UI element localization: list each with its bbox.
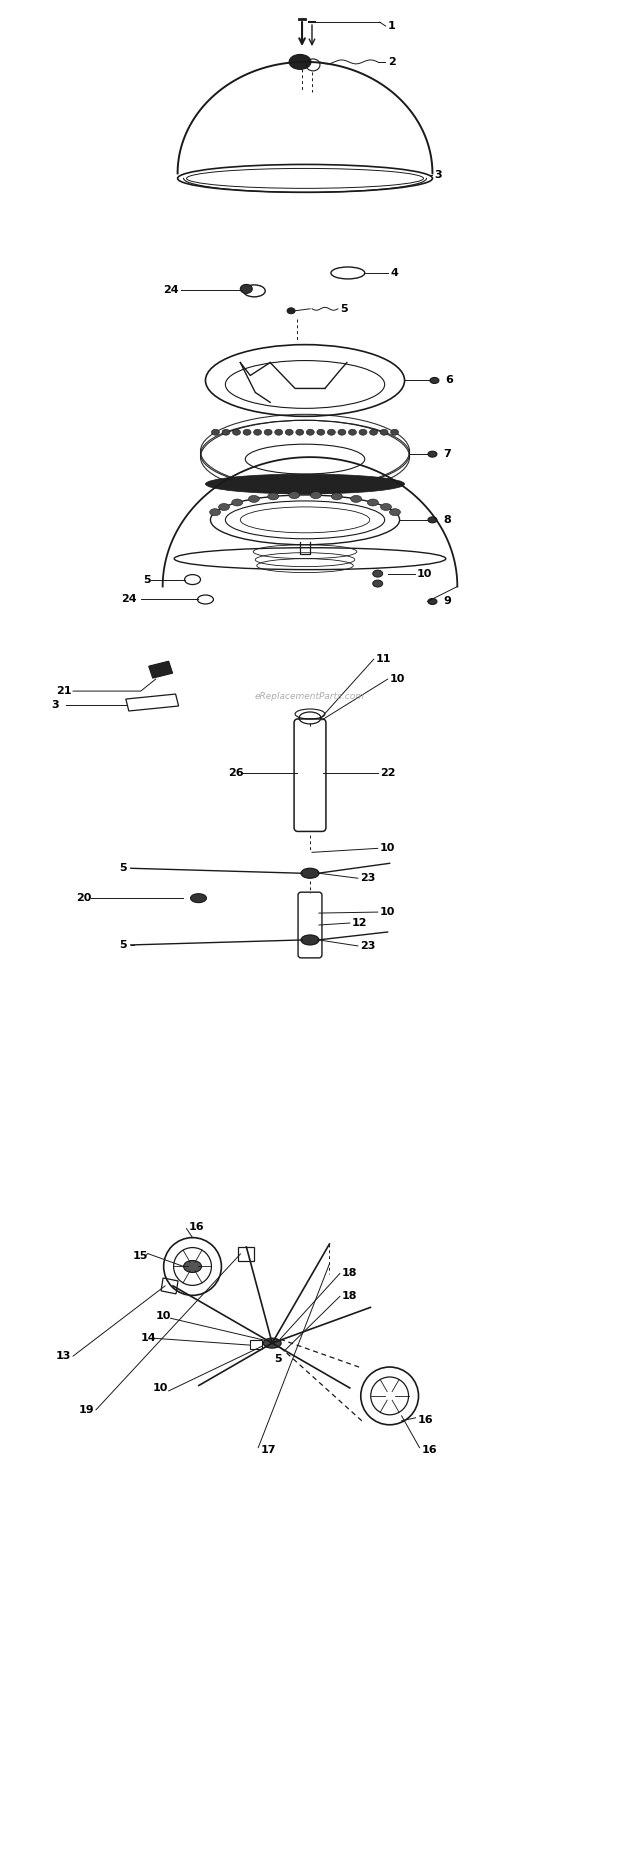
Ellipse shape (289, 491, 299, 498)
Ellipse shape (232, 430, 241, 435)
Ellipse shape (359, 430, 367, 435)
Ellipse shape (351, 495, 361, 502)
Text: 16: 16 (422, 1445, 437, 1455)
Text: 14: 14 (141, 1334, 156, 1343)
Ellipse shape (254, 430, 262, 435)
Text: 4: 4 (391, 268, 399, 277)
Text: 9: 9 (443, 597, 451, 606)
Text: 10: 10 (153, 1384, 168, 1393)
Text: 13: 13 (56, 1350, 71, 1362)
Text: 15: 15 (133, 1250, 148, 1261)
Ellipse shape (301, 936, 319, 945)
Ellipse shape (275, 430, 283, 435)
Text: 6: 6 (445, 376, 453, 385)
Ellipse shape (301, 869, 319, 878)
Text: 19: 19 (79, 1404, 95, 1415)
Text: 5: 5 (340, 303, 347, 314)
Text: 5: 5 (119, 863, 126, 874)
Text: 11: 11 (376, 655, 391, 664)
Ellipse shape (268, 493, 279, 500)
Text: 20: 20 (76, 893, 91, 904)
Ellipse shape (289, 54, 311, 69)
Text: 7: 7 (443, 448, 451, 459)
Text: 5: 5 (274, 1354, 281, 1363)
Text: 3: 3 (51, 699, 59, 711)
Ellipse shape (243, 430, 251, 435)
Ellipse shape (264, 430, 272, 435)
Text: 10: 10 (379, 908, 395, 917)
Ellipse shape (184, 1261, 202, 1272)
Ellipse shape (428, 452, 437, 458)
Ellipse shape (317, 430, 325, 435)
Ellipse shape (222, 430, 230, 435)
Ellipse shape (306, 430, 314, 435)
Ellipse shape (211, 430, 219, 435)
Text: 12: 12 (352, 919, 367, 928)
Ellipse shape (296, 430, 304, 435)
Text: 23: 23 (360, 872, 375, 883)
Ellipse shape (428, 599, 437, 604)
Ellipse shape (373, 571, 383, 577)
Ellipse shape (190, 893, 206, 902)
Text: 8: 8 (443, 515, 451, 525)
Text: 26: 26 (228, 768, 244, 777)
Text: 24: 24 (121, 595, 136, 604)
Text: 21: 21 (56, 686, 72, 696)
Text: 1: 1 (388, 20, 396, 32)
Ellipse shape (373, 580, 383, 588)
Ellipse shape (287, 307, 295, 314)
Ellipse shape (348, 430, 356, 435)
Text: 10: 10 (389, 673, 405, 684)
Ellipse shape (241, 285, 252, 294)
Text: 10: 10 (156, 1311, 171, 1321)
Ellipse shape (430, 378, 439, 383)
Ellipse shape (232, 498, 242, 506)
Text: 18: 18 (342, 1291, 357, 1302)
Text: 2: 2 (388, 58, 396, 67)
Ellipse shape (219, 504, 229, 510)
Text: 23: 23 (360, 941, 375, 950)
Ellipse shape (249, 495, 259, 502)
Text: 3: 3 (435, 171, 442, 180)
Polygon shape (149, 660, 172, 679)
Ellipse shape (210, 508, 221, 515)
Text: 16: 16 (188, 1222, 204, 1231)
Ellipse shape (264, 1337, 281, 1348)
Ellipse shape (327, 430, 335, 435)
Text: 10: 10 (417, 569, 432, 578)
Ellipse shape (380, 430, 388, 435)
Text: 10: 10 (379, 843, 395, 854)
Ellipse shape (368, 498, 378, 506)
Text: eReplacementParts.com: eReplacementParts.com (255, 692, 365, 701)
Ellipse shape (311, 491, 321, 498)
Text: 22: 22 (379, 768, 395, 777)
Ellipse shape (338, 430, 346, 435)
Text: 24: 24 (162, 285, 179, 296)
Text: 18: 18 (342, 1269, 357, 1278)
Ellipse shape (389, 508, 401, 515)
Ellipse shape (370, 430, 378, 435)
Ellipse shape (428, 517, 437, 523)
Ellipse shape (331, 493, 342, 500)
Ellipse shape (391, 430, 399, 435)
Text: 5: 5 (119, 939, 126, 950)
Text: 5: 5 (143, 575, 151, 584)
Text: 17: 17 (260, 1445, 276, 1455)
Ellipse shape (381, 504, 391, 510)
Text: 16: 16 (417, 1415, 433, 1425)
Ellipse shape (205, 474, 405, 495)
Ellipse shape (285, 430, 293, 435)
